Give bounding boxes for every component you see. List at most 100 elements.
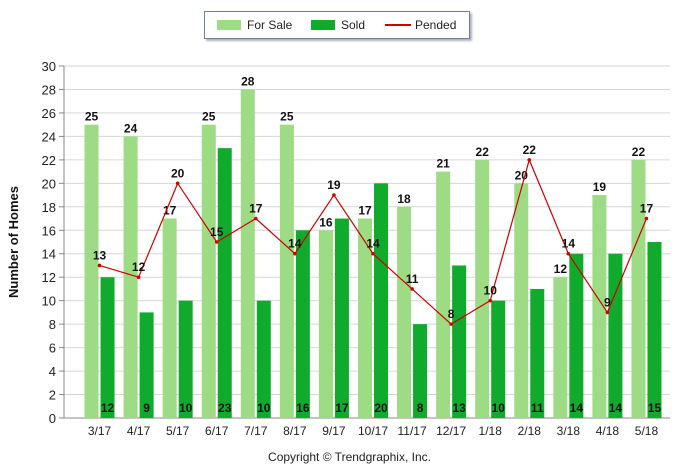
point-pended <box>293 251 297 256</box>
y-tick-label: 16 <box>42 223 56 238</box>
point-pended <box>97 263 102 268</box>
y-tick-label: 26 <box>42 106 56 121</box>
bar-for-sale <box>397 206 412 418</box>
data-label-pended: 20 <box>171 166 185 180</box>
data-label-for-sale: 16 <box>319 215 333 229</box>
data-label-sold: 12 <box>101 401 115 415</box>
y-tick-label: 30 <box>42 59 56 74</box>
bar-sold <box>178 300 193 418</box>
data-label-pended: 19 <box>327 178 341 192</box>
x-tick-label: 12/17 <box>436 424 466 438</box>
y-tick-label: 24 <box>42 129 56 144</box>
data-label-pended: 13 <box>93 248 107 262</box>
data-label-sold: 10 <box>492 401 506 415</box>
x-tick-label: 10/17 <box>358 424 388 438</box>
data-label-for-sale: 25 <box>85 110 99 124</box>
bar-sold <box>256 300 271 418</box>
data-label-pended: 14 <box>288 237 302 251</box>
x-tick-label: 9/17 <box>322 424 346 438</box>
legend-swatch-for-sale <box>217 20 241 30</box>
bar-for-sale <box>240 89 255 418</box>
data-label-pended: 14 <box>366 237 380 251</box>
data-label-pended: 17 <box>640 202 654 216</box>
bar-sold <box>608 253 623 418</box>
point-pended <box>332 193 336 197</box>
data-label-sold: 8 <box>417 401 424 415</box>
point-pended <box>136 275 141 280</box>
data-label-pended: 15 <box>210 225 224 239</box>
bar-sold <box>295 230 310 418</box>
data-label-for-sale: 18 <box>397 192 411 206</box>
point-pended <box>488 298 493 303</box>
data-label-for-sale: 22 <box>632 145 646 159</box>
point-pended <box>566 251 571 256</box>
y-tick-label: 22 <box>42 153 56 168</box>
y-tick-label: 14 <box>42 247 56 262</box>
data-label-for-sale: 24 <box>124 121 138 135</box>
copyright-text: Copyright © Trendgraphix, Inc. <box>268 450 431 464</box>
data-label-pended: 22 <box>523 143 537 157</box>
bar-sold <box>647 242 662 418</box>
x-tick-label: 3/18 <box>557 424 581 438</box>
data-label-for-sale: 25 <box>280 110 294 124</box>
point-pended <box>605 310 610 315</box>
data-label-sold: 14 <box>609 401 623 415</box>
data-label-for-sale: 22 <box>476 145 490 159</box>
bar-sold <box>139 312 154 418</box>
y-tick-label: 18 <box>42 200 56 215</box>
x-tick-label: 11/17 <box>397 424 426 438</box>
bar-for-sale <box>318 230 333 418</box>
y-tick-label: 8 <box>49 317 56 332</box>
y-tick-label: 2 <box>49 388 56 403</box>
bar-for-sale <box>475 159 490 418</box>
point-pended <box>214 240 219 244</box>
y-tick-label: 4 <box>49 364 56 379</box>
data-label-pended: 8 <box>448 307 455 321</box>
y-tick-label: 28 <box>42 82 56 97</box>
data-label-for-sale: 19 <box>593 180 607 194</box>
legend-swatch-pended <box>385 24 411 26</box>
y-tick-label: 0 <box>49 411 56 426</box>
y-tick-label: 10 <box>42 294 56 309</box>
point-pended <box>527 158 532 162</box>
bar-for-sale <box>162 218 177 418</box>
bar-sold <box>413 324 428 418</box>
data-label-pended: 14 <box>562 237 576 251</box>
bar-sold <box>100 277 115 418</box>
bar-for-sale <box>201 124 216 419</box>
bar-for-sale <box>123 136 138 418</box>
y-axis-title: Number of Homes <box>6 186 21 298</box>
data-label-sold: 9 <box>143 401 150 415</box>
bar-sold <box>374 183 388 418</box>
y-tick-label: 6 <box>49 341 56 356</box>
data-label-pended: 10 <box>484 284 498 298</box>
x-tick-label: 2/18 <box>518 424 542 438</box>
data-label-pended: 11 <box>406 272 419 286</box>
data-label-sold: 20 <box>374 401 388 415</box>
x-tick-label: 6/17 <box>205 424 229 438</box>
data-label-pended: 9 <box>604 295 611 309</box>
bar-for-sale <box>592 195 607 418</box>
bar-for-sale <box>279 124 294 419</box>
x-tick-label: 8/17 <box>283 424 307 438</box>
data-label-for-sale: 21 <box>436 157 450 171</box>
data-label-for-sale: 20 <box>515 168 529 182</box>
legend-label-for-sale: For Sale <box>247 18 293 32</box>
y-tick-label: 12 <box>42 270 56 285</box>
point-pended <box>175 181 180 186</box>
data-label-for-sale: 17 <box>163 204 177 218</box>
data-label-sold: 23 <box>218 401 232 415</box>
data-label-sold: 16 <box>296 401 310 415</box>
data-label-for-sale: 25 <box>202 110 216 124</box>
data-label-sold: 17 <box>335 401 349 415</box>
data-label-for-sale: 17 <box>358 204 372 218</box>
data-label-sold: 13 <box>452 401 466 415</box>
data-label-pended: 12 <box>132 260 146 274</box>
x-tick-label: 4/18 <box>596 424 620 438</box>
point-pended <box>371 251 375 256</box>
data-label-sold: 15 <box>648 401 662 415</box>
data-label-sold: 14 <box>570 401 584 415</box>
data-label-pended: 17 <box>249 202 263 216</box>
bar-sold <box>452 265 467 418</box>
bar-sold <box>491 300 506 418</box>
